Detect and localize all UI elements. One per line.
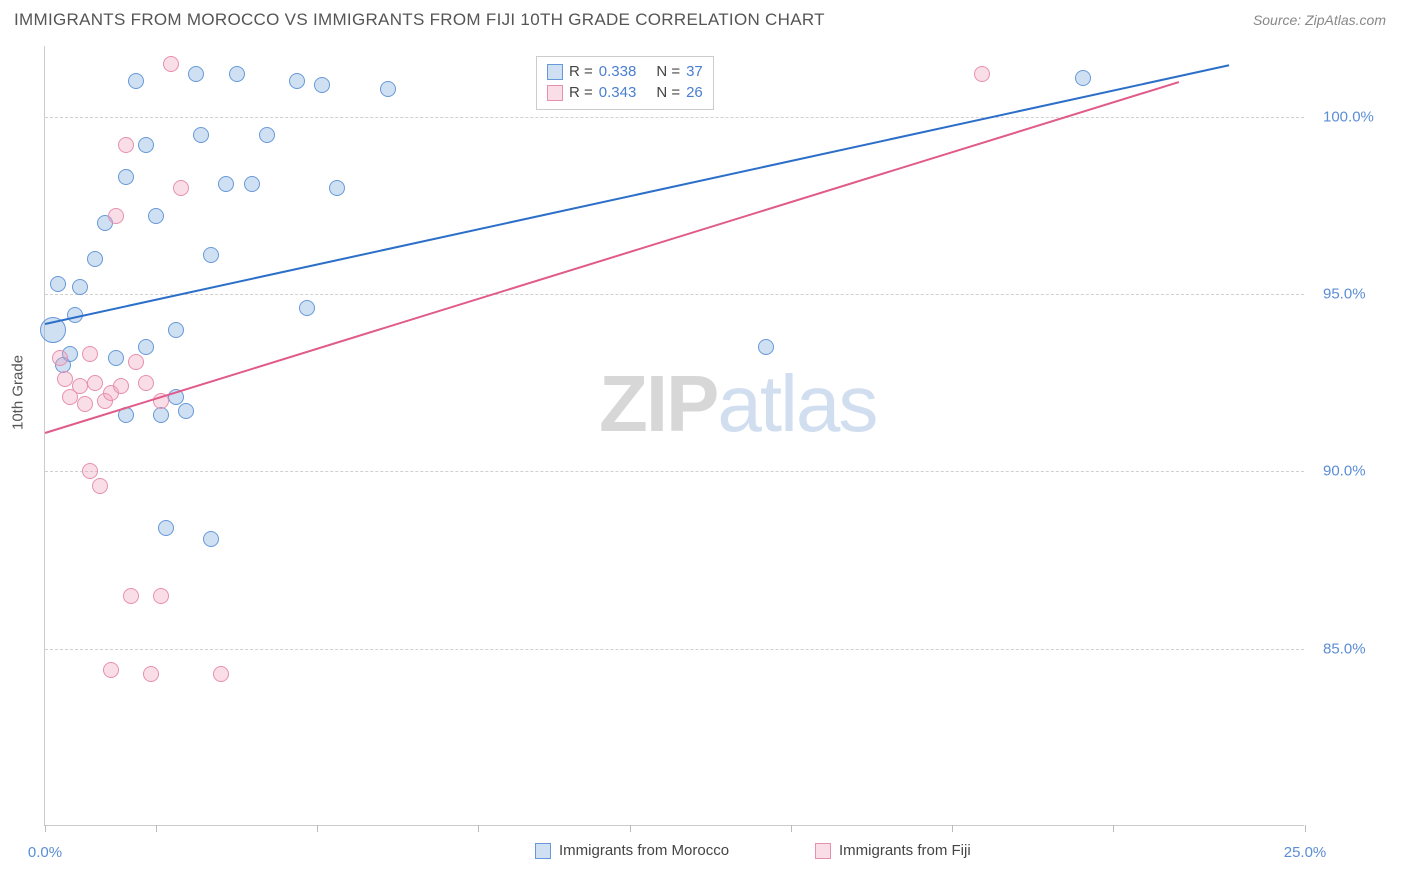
legend-series: Immigrants from Morocco	[535, 842, 729, 859]
watermark: ZIPatlas	[599, 358, 876, 450]
data-point	[193, 127, 209, 143]
data-point	[148, 208, 164, 224]
x-tick	[952, 825, 953, 832]
legend-n-label: N =	[656, 84, 680, 101]
data-point	[138, 137, 154, 153]
legend-n-label: N =	[656, 63, 680, 80]
data-point	[138, 375, 154, 391]
legend-n-value: 37	[686, 63, 703, 80]
data-point	[143, 666, 159, 682]
gridline-h	[45, 649, 1304, 650]
data-point	[1075, 70, 1091, 86]
chart-source: Source: ZipAtlas.com	[1253, 12, 1386, 28]
gridline-h	[45, 294, 1304, 295]
data-point	[108, 208, 124, 224]
y-tick-label: 90.0%	[1323, 463, 1366, 480]
y-tick-label: 95.0%	[1323, 286, 1366, 303]
x-tick	[1305, 825, 1306, 832]
data-point	[259, 127, 275, 143]
watermark-zip: ZIP	[599, 359, 717, 448]
watermark-atlas: atlas	[717, 359, 876, 448]
data-point	[118, 169, 134, 185]
data-point	[163, 56, 179, 72]
x-tick	[478, 825, 479, 832]
data-point	[72, 378, 88, 394]
data-point	[77, 396, 93, 412]
y-tick-label: 100.0%	[1323, 108, 1374, 125]
data-point	[213, 666, 229, 682]
legend-r-label: R =	[569, 84, 593, 101]
legend-row: R = 0.338 N = 37	[547, 61, 703, 82]
data-point	[50, 276, 66, 292]
x-tick	[630, 825, 631, 832]
data-point	[92, 478, 108, 494]
data-point	[158, 520, 174, 536]
legend-swatch	[815, 843, 831, 859]
y-axis-title: 10th Grade	[10, 355, 27, 430]
data-point	[329, 180, 345, 196]
data-point	[52, 350, 68, 366]
legend-r-value: 0.338	[599, 63, 637, 80]
data-point	[128, 354, 144, 370]
legend-r-label: R =	[569, 63, 593, 80]
chart-title: IMMIGRANTS FROM MOROCCO VS IMMIGRANTS FR…	[14, 10, 825, 30]
x-tick	[317, 825, 318, 832]
data-point	[138, 339, 154, 355]
legend-swatch	[547, 64, 563, 80]
legend-row: R = 0.343 N = 26	[547, 82, 703, 103]
data-point	[123, 588, 139, 604]
data-point	[218, 176, 234, 192]
legend-correlation: R = 0.338 N = 37 R = 0.343 N = 26	[536, 56, 714, 110]
data-point	[128, 73, 144, 89]
legend-n-value: 26	[686, 84, 703, 101]
data-point	[380, 81, 396, 97]
chart-header: IMMIGRANTS FROM MOROCCO VS IMMIGRANTS FR…	[0, 0, 1406, 38]
data-point	[244, 176, 260, 192]
x-tick-label: 25.0%	[1284, 844, 1327, 861]
x-tick	[156, 825, 157, 832]
gridline-h	[45, 117, 1304, 118]
data-point	[173, 180, 189, 196]
x-tick	[1113, 825, 1114, 832]
data-point	[314, 77, 330, 93]
x-tick-label: 0.0%	[28, 844, 62, 861]
scatter-chart: ZIPatlas 85.0%90.0%95.0%100.0%0.0%25.0%R…	[44, 46, 1304, 826]
data-point	[153, 588, 169, 604]
data-point	[82, 346, 98, 362]
data-point	[229, 66, 245, 82]
x-tick	[45, 825, 46, 832]
legend-r-value: 0.343	[599, 84, 637, 101]
legend-series-label: Immigrants from Morocco	[559, 842, 729, 859]
data-point	[72, 279, 88, 295]
data-point	[153, 407, 169, 423]
data-point	[299, 300, 315, 316]
data-point	[118, 137, 134, 153]
gridline-h	[45, 471, 1304, 472]
data-point	[168, 322, 184, 338]
legend-series: Immigrants from Fiji	[815, 842, 971, 859]
data-point	[103, 662, 119, 678]
data-point	[108, 350, 124, 366]
data-point	[203, 531, 219, 547]
legend-swatch	[535, 843, 551, 859]
data-point	[758, 339, 774, 355]
data-point	[87, 251, 103, 267]
data-point	[87, 375, 103, 391]
legend-swatch	[547, 85, 563, 101]
data-point	[188, 66, 204, 82]
data-point	[57, 371, 73, 387]
legend-series-label: Immigrants from Fiji	[839, 842, 971, 859]
data-point	[82, 463, 98, 479]
data-point	[203, 247, 219, 263]
y-tick-label: 85.0%	[1323, 640, 1366, 657]
data-point	[178, 403, 194, 419]
x-tick	[791, 825, 792, 832]
data-point	[113, 378, 129, 394]
data-point	[974, 66, 990, 82]
data-point	[289, 73, 305, 89]
